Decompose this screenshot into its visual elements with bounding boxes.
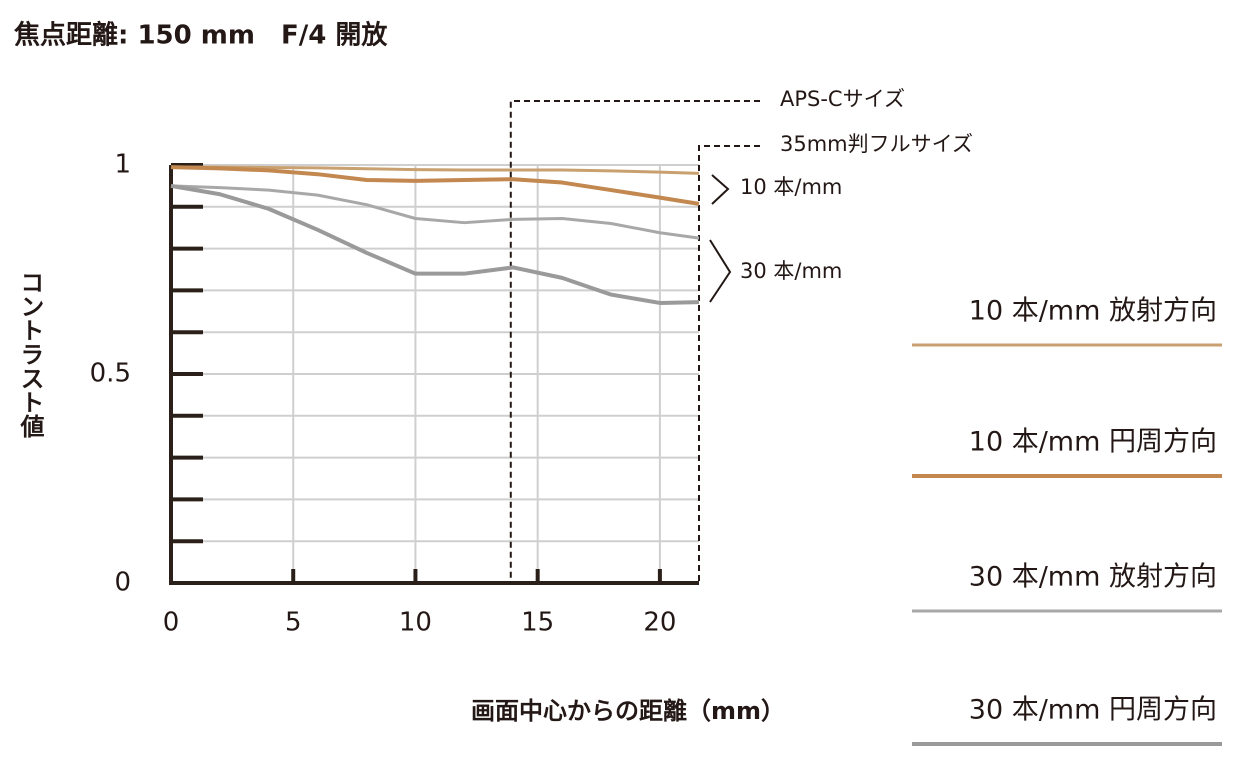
legend-label: 30 本/mm 放射方向	[969, 562, 1217, 593]
axis	[169, 165, 699, 585]
chart-title: 焦点距離: 150 mm F/4 開放	[14, 20, 388, 51]
x-tick-label: 10	[399, 608, 432, 638]
series-line	[170, 165, 700, 206]
format-marker	[698, 145, 760, 583]
x-tick-label: 15	[521, 608, 554, 638]
series-line	[171, 165, 700, 175]
x-tick-label: 5	[285, 608, 302, 638]
group-label: 10 本/mm	[740, 175, 842, 199]
y-tick-label: 0	[114, 568, 131, 598]
marker-label: 35mm判フルサイズ	[780, 132, 973, 156]
x-tick-label: 0	[163, 608, 180, 638]
y-axis-label: コントラスト値	[16, 270, 45, 438]
legend-label: 10 本/mm 円周方向	[969, 427, 1217, 458]
series-line	[170, 184, 700, 240]
legend-label: 10 本/mm 放射方向	[969, 296, 1217, 327]
bracket	[709, 239, 732, 303]
format-marker	[509, 100, 760, 583]
y-tick-label: 1	[114, 150, 131, 180]
y-tick-label: 0.5	[90, 359, 131, 389]
series-line	[170, 183, 700, 305]
x-axis-label: 画面中心からの距離（mm）	[471, 697, 785, 725]
legend-label: 30 本/mm 円周方向	[969, 695, 1217, 726]
marker-label: APS-Cサイズ	[780, 87, 905, 111]
group-label: 30 本/mm	[740, 259, 842, 283]
x-tick-label: 20	[643, 608, 676, 638]
bracket	[711, 174, 730, 205]
